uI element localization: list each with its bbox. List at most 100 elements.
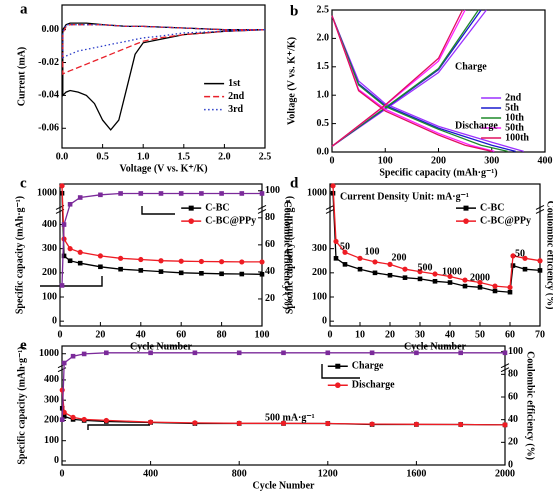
panel-label: a	[20, 1, 28, 17]
point	[178, 270, 184, 276]
point	[372, 259, 378, 265]
x-tick-label: 800	[232, 468, 247, 479]
y-tick-label: 200	[42, 267, 57, 278]
plot-frame	[59, 183, 263, 327]
x-tick-label: 0.5	[96, 151, 109, 162]
point	[97, 253, 103, 259]
x-tick-label: 1.0	[137, 151, 150, 162]
y-tick-label: 1000	[37, 188, 57, 199]
x-tick-label: 100	[378, 155, 393, 166]
x-tick-label: 0	[60, 468, 65, 479]
point	[192, 420, 198, 426]
point	[61, 222, 67, 227]
point	[281, 350, 286, 356]
point	[357, 255, 363, 261]
y-tick-label: 300	[312, 243, 327, 254]
axis-break	[535, 204, 545, 214]
x-axis-label: Cycle Number	[130, 341, 192, 352]
y2-tick-label: 0	[508, 459, 513, 470]
legend-marker	[335, 382, 341, 389]
arrow	[141, 206, 175, 215]
point	[77, 260, 83, 266]
point	[239, 259, 245, 265]
y2-tick-label: 80	[508, 369, 518, 380]
point	[67, 246, 73, 252]
point	[118, 255, 124, 261]
point	[77, 249, 83, 255]
point	[325, 420, 331, 427]
legend-label: 2nd	[505, 92, 522, 103]
series-line	[331, 9, 492, 153]
x-tick-label: 40	[445, 329, 455, 340]
y-tick-label: 1.0	[317, 89, 330, 100]
legend-label: 10th	[505, 112, 524, 123]
legend-label: 100th	[505, 132, 529, 143]
series-line	[332, 193, 541, 293]
legend-marker	[188, 218, 194, 224]
y2-tick-label: 80	[265, 212, 275, 223]
point	[104, 350, 109, 356]
annotation: Discharge	[455, 120, 498, 131]
point	[178, 191, 184, 196]
x-tick-label: 60	[505, 329, 515, 340]
legend-label: 2nd	[228, 91, 245, 102]
x-tick-label: 0.0	[56, 151, 69, 162]
series-line	[61, 352, 505, 420]
point	[61, 253, 67, 259]
point	[59, 387, 65, 393]
y-tick-label: 0.5	[317, 118, 330, 129]
legend-label: 50th	[505, 122, 524, 133]
y-tick-label: 2.0	[317, 33, 330, 44]
x-tick-label: 300	[484, 155, 499, 166]
point	[219, 259, 225, 265]
y-axis-label: Specific capacity (mAh·g⁻¹)	[16, 346, 27, 464]
point	[510, 253, 516, 259]
arrow	[87, 424, 150, 430]
point	[158, 191, 164, 196]
x-tick-label: 200	[431, 155, 446, 166]
x-axis-label: Specific capacity (mAh·g⁻¹)	[379, 167, 497, 178]
y2-axis-label: Coulombic efficiency (%)	[545, 201, 553, 310]
y-tick-label: 0.00	[42, 24, 60, 35]
y2-tick-label: 100	[508, 346, 523, 357]
point	[70, 353, 76, 359]
x-tick-label: 80	[217, 329, 227, 340]
x-tick-label: 2.5	[259, 151, 272, 162]
point	[447, 280, 453, 285]
legend-label: C-BC@PPy	[480, 215, 531, 226]
point	[507, 284, 513, 290]
point	[372, 270, 378, 276]
point	[199, 271, 204, 276]
point	[502, 350, 508, 356]
y2-tick-label: 60	[265, 239, 275, 250]
y-axis-label: Specific capacity (mAh·g⁻¹)	[14, 196, 25, 314]
point	[158, 258, 164, 264]
x-tick-label: 30	[415, 329, 425, 340]
point	[502, 422, 508, 428]
annotation: 100	[365, 246, 380, 257]
point	[342, 262, 348, 267]
point	[118, 266, 123, 272]
legend-marker	[335, 363, 341, 369]
annotation: Charge	[455, 61, 487, 72]
point	[59, 283, 65, 288]
point	[510, 263, 516, 268]
x-axis-label: Cycle Number	[253, 480, 315, 491]
series-line	[62, 24, 266, 59]
point	[280, 420, 287, 426]
panel-label: c	[20, 175, 27, 191]
x-tick-label: 1200	[318, 468, 338, 479]
x-tick-label: 10	[355, 329, 365, 340]
annotation: 2000	[470, 272, 490, 283]
point	[387, 261, 393, 267]
panel-label: e	[20, 337, 27, 353]
point	[458, 350, 463, 356]
y-tick-label: -0.04	[38, 90, 59, 101]
point	[402, 275, 408, 280]
x-tick-label: 400	[538, 155, 553, 166]
point	[507, 289, 513, 295]
annotation: 50	[340, 241, 350, 252]
x-axis-label: Cycle Number	[404, 341, 466, 352]
point	[414, 350, 419, 356]
point	[402, 266, 408, 272]
